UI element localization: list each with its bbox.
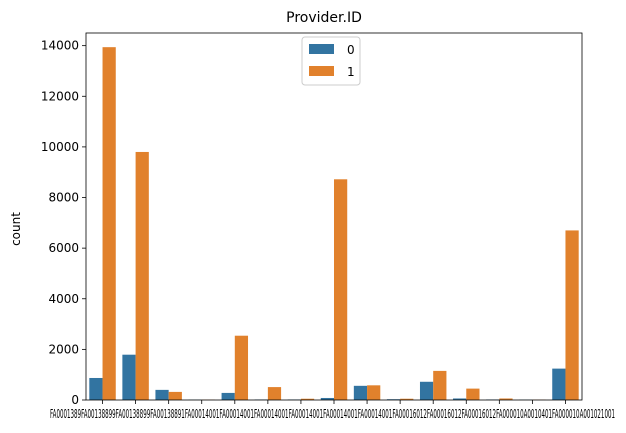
bar-series-1-1 <box>102 47 116 400</box>
legend-swatch-1 <box>309 66 334 76</box>
chart-title: Provider.ID <box>286 10 362 26</box>
y-axis-label: count <box>9 212 23 246</box>
bar-series-0-9 <box>353 385 368 400</box>
bar-series-0-15 <box>552 368 566 400</box>
legend-label-0: 0 <box>347 43 355 57</box>
bar-series-0-5 <box>221 392 235 400</box>
bar-series-1-7 <box>300 398 315 400</box>
y-tick-label: 2000 <box>48 342 79 356</box>
bar-series-0-2 <box>122 354 136 400</box>
bar-series-1-9 <box>367 385 381 400</box>
bar-series-1-12 <box>466 388 480 400</box>
y-tick-label: 10000 <box>41 140 79 154</box>
y-tick-label: 0 <box>71 393 79 407</box>
bar-series-1-5 <box>234 335 249 400</box>
legend-swatch-0 <box>309 44 334 54</box>
x-tick-labels: FA0001389FA00138899FA00138899FA00138891F… <box>50 407 615 421</box>
bar-series-0-8 <box>320 397 334 400</box>
bar-series-1-15 <box>565 230 579 400</box>
y-tick-label: 14000 <box>41 39 79 53</box>
y-tick-label: 12000 <box>41 89 79 103</box>
y-tick-label: 6000 <box>48 241 79 255</box>
bar-series-1-3 <box>168 391 182 400</box>
bar-series-1-6 <box>267 387 282 400</box>
legend-label-1: 1 <box>347 65 355 79</box>
bar-series-1-8 <box>334 179 348 400</box>
bar-series-1-10 <box>400 398 414 400</box>
legend: 01 <box>301 36 361 86</box>
bar-series-0-3 <box>155 389 169 400</box>
y-tick-label: 4000 <box>48 292 79 306</box>
y-tick-label: 8000 <box>48 191 79 205</box>
bar-series-1-13 <box>499 398 513 400</box>
y-axis: 0 2000 4000 6000 8000 10000 12000 14000 <box>41 39 86 407</box>
x-axis: FA0001389FA00138899FA00138899FA00138891F… <box>50 400 615 421</box>
bar-series-1-11 <box>433 370 447 400</box>
bar-series-0-1 <box>89 377 103 400</box>
bar-series-0-11 <box>419 381 434 400</box>
plot-frame <box>85 32 583 401</box>
bar-series-1-2 <box>135 151 149 400</box>
bar-series-0-12 <box>453 398 467 400</box>
bars-group <box>89 47 579 400</box>
